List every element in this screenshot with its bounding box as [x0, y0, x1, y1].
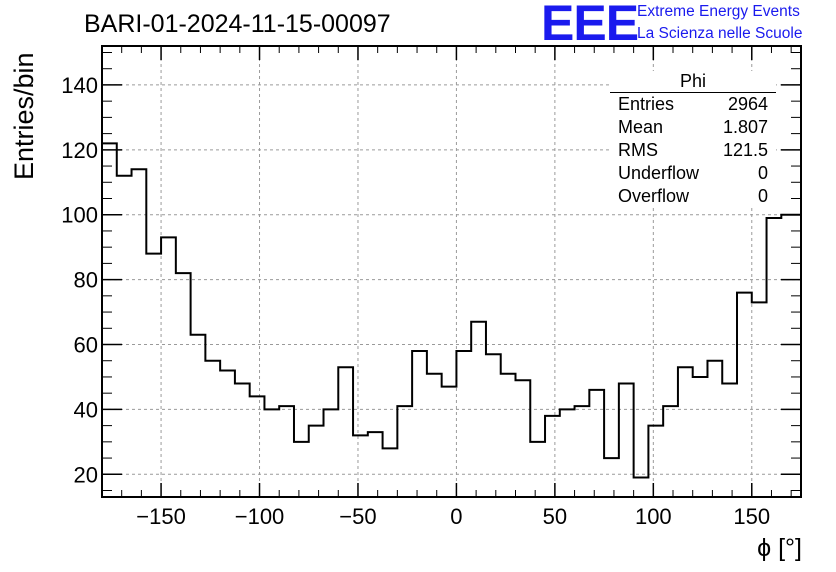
tick-labels: −150 −100 −50 0 50 100 150 20 40 60 80 100 120 140	[61, 73, 770, 529]
y-axis-label: Entries/bin	[9, 52, 39, 180]
stats-box: Phi Entries 2964 Mean 1.807 RMS 121.5 Un…	[610, 71, 776, 208]
y-tick-label: 40	[74, 397, 98, 422]
stats-title: Phi	[610, 71, 776, 93]
y-tick-label: 120	[61, 138, 98, 163]
stats-label: Mean	[618, 117, 664, 137]
y-tick-label: 60	[74, 333, 98, 358]
stats-label: Underflow	[618, 163, 700, 183]
plot-title: BARI-01-2024-11-15-00097	[84, 10, 391, 38]
y-tick-label: 100	[61, 203, 98, 228]
y-tick-label: 140	[61, 73, 98, 98]
stats-label: Entries	[618, 94, 675, 114]
y-tick-label: 20	[74, 462, 98, 487]
eee-logo: EEE	[541, 0, 639, 51]
axis-ticks	[102, 46, 801, 497]
x-axis-label: ϕ [°]	[757, 534, 802, 562]
stats-label: RMS	[618, 140, 658, 160]
logo-line-2: La Scienza nelle Scuole	[637, 25, 803, 42]
x-tick-label: −150	[136, 504, 186, 529]
plot-frame	[101, 45, 802, 498]
stats-label: Overflow	[618, 186, 690, 206]
x-tick-label: −100	[235, 504, 285, 529]
y-tick-label: 80	[74, 268, 98, 293]
stats-value: 121.5	[722, 140, 768, 160]
stats-row-underflow: Underflow 0	[610, 162, 776, 185]
stats-row-entries: Entries 2964	[610, 93, 776, 116]
stats-value: 0	[757, 186, 768, 206]
x-tick-label: 0	[450, 504, 462, 529]
stats-value: 0	[757, 163, 768, 183]
stats-value: 2964	[727, 94, 768, 114]
stats-row-mean: Mean 1.807	[610, 116, 776, 139]
stats-row-overflow: Overflow 0	[610, 185, 776, 208]
x-tick-label: −50	[339, 504, 376, 529]
stats-value: 1.807	[722, 117, 768, 137]
histogram-outline	[102, 68, 802, 479]
x-tick-label: 50	[543, 504, 567, 529]
x-tick-label: 150	[733, 504, 770, 529]
stats-row-rms: RMS 121.5	[610, 139, 776, 162]
logo-line-1: Extreme Energy Events	[637, 3, 800, 20]
x-tick-label: 100	[635, 504, 672, 529]
grid-lines	[102, 46, 801, 497]
